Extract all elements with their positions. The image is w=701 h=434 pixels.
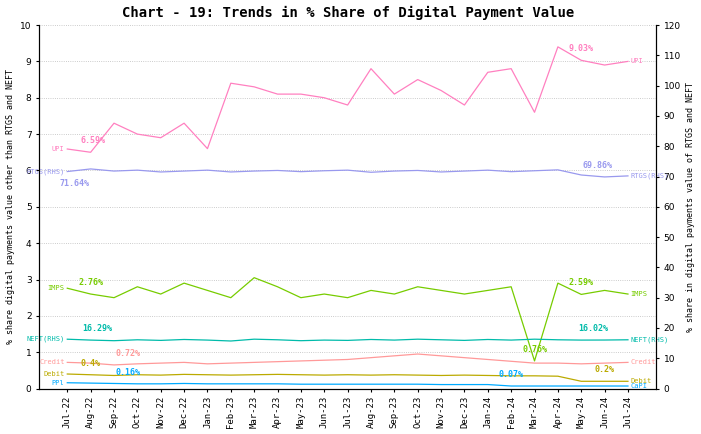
Text: 0.4%: 0.4%: [81, 359, 101, 368]
Text: RTGS(RHS): RTGS(RHS): [631, 173, 669, 179]
Text: 71.64%: 71.64%: [59, 179, 89, 188]
Text: Credit: Credit: [631, 359, 656, 365]
Text: 6.59%: 6.59%: [81, 136, 106, 145]
Text: CaPI: CaPI: [631, 383, 648, 389]
Text: RTGS(RHS): RTGS(RHS): [26, 168, 64, 175]
Text: 16.02%: 16.02%: [578, 324, 608, 333]
Text: Debit: Debit: [43, 371, 64, 377]
Text: 0.2%: 0.2%: [594, 365, 615, 375]
Text: PPl: PPl: [52, 380, 64, 386]
Text: 16.29%: 16.29%: [83, 324, 113, 333]
Text: 0.72%: 0.72%: [116, 349, 140, 358]
Text: 0.07%: 0.07%: [498, 370, 524, 379]
Text: 2.76%: 2.76%: [78, 278, 103, 287]
Y-axis label: % share digital payments value other than RTGS and NEFT: % share digital payments value other tha…: [6, 69, 15, 344]
Text: Credit: Credit: [39, 359, 64, 365]
Title: Chart - 19: Trends in % Share of Digital Payment Value: Chart - 19: Trends in % Share of Digital…: [121, 6, 573, 20]
Y-axis label: % share in digital payments value of RTGS and NEFT: % share in digital payments value of RTG…: [686, 82, 695, 332]
Text: 0.76%: 0.76%: [522, 345, 547, 354]
Text: 9.03%: 9.03%: [569, 44, 594, 53]
Text: 2.59%: 2.59%: [569, 279, 594, 287]
Text: Debit: Debit: [631, 378, 652, 384]
Text: NEFT(RHS): NEFT(RHS): [631, 336, 669, 343]
Text: NEFT(RHS): NEFT(RHS): [26, 336, 64, 342]
Text: 0.16%: 0.16%: [116, 368, 140, 377]
Text: UPI: UPI: [631, 59, 644, 64]
Text: 69.86%: 69.86%: [583, 161, 613, 170]
Text: IMPS: IMPS: [48, 285, 64, 291]
Text: IMPS: IMPS: [631, 291, 648, 297]
Text: UPI: UPI: [52, 146, 64, 152]
